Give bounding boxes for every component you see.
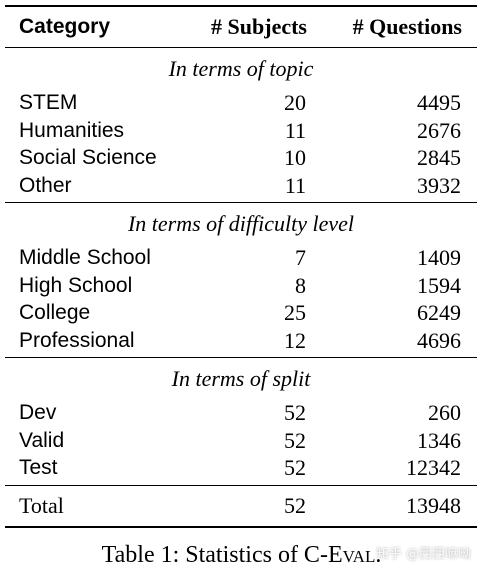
section-title-difficulty: In terms of difficulty level [127, 211, 355, 236]
row-questions: 1409 [417, 245, 461, 270]
row-subjects: 8 [295, 272, 306, 298]
row-category: Humanities [19, 118, 125, 142]
table-row: Professional 12 4696 [5, 327, 477, 355]
row-questions: 3932 [417, 172, 461, 198]
table-row: Dev 52 260 [5, 399, 477, 427]
row-category: College [19, 301, 91, 324]
watermark-text: 知乎 @西西嘛呦 [375, 547, 471, 562]
row-subjects: 7 [295, 245, 306, 270]
row-category: STEM [19, 91, 78, 114]
row-subjects: 11 [284, 117, 306, 143]
row-questions: 1346 [417, 427, 461, 453]
row-questions: 12342 [406, 455, 461, 480]
section-rule [5, 357, 477, 358]
table-row: Test 52 12342 [5, 454, 477, 482]
row-questions: 4696 [417, 327, 461, 353]
total-label: Total [19, 492, 64, 518]
row-questions: 6249 [417, 300, 461, 325]
statistics-table: Category # Subjects # Questions In terms… [5, 5, 477, 528]
row-subjects: 52 [284, 427, 306, 453]
section-title-split: In terms of split [171, 366, 311, 391]
header-rule [5, 47, 477, 48]
row-category: Dev [19, 401, 57, 424]
row-subjects: 52 [284, 455, 306, 480]
section-rule [5, 202, 477, 203]
caption-suffix: . [375, 542, 382, 568]
table-row: Middle School 7 1409 [5, 244, 477, 272]
row-subjects: 10 [284, 145, 306, 170]
row-questions: 1594 [417, 272, 461, 298]
row-category: Other [19, 173, 72, 197]
total-questions: 13948 [406, 492, 461, 518]
total-subjects: 52 [284, 492, 306, 518]
row-category: Test [19, 456, 58, 479]
row-subjects: 25 [284, 300, 306, 325]
section-title-topic: In terms of topic [168, 56, 314, 81]
bottom-rule [5, 525, 477, 528]
total-rule [5, 484, 477, 486]
table-row: Other 11 3932 [5, 172, 477, 200]
table-row: College 25 6249 [5, 299, 477, 327]
row-questions: 260 [428, 400, 461, 425]
row-subjects: 12 [284, 327, 306, 353]
caption-name: Eval [327, 542, 376, 568]
section-difficulty-rows: Middle School 7 1409 High School 8 1594 … [5, 244, 477, 357]
row-subjects: 52 [284, 400, 306, 425]
table-header-row: Category # Subjects # Questions [5, 7, 477, 47]
row-subjects: 11 [284, 172, 306, 198]
section-topic-rows: STEM 20 4495 Humanities 11 2676 Social S… [5, 89, 477, 202]
row-subjects: 20 [284, 90, 306, 115]
table-row: STEM 20 4495 [5, 89, 477, 117]
row-questions: 4495 [417, 90, 461, 115]
row-category: Valid [19, 428, 65, 452]
row-category: High School [19, 273, 133, 297]
row-questions: 2676 [417, 117, 461, 143]
table-row: High School 8 1594 [5, 272, 477, 300]
header-questions: # Questions [352, 14, 462, 39]
header-subjects: # Subjects [211, 14, 307, 39]
section-split-rows: Dev 52 260 Valid 52 1346 Test 52 12342 [5, 399, 477, 485]
row-category: Professional [19, 328, 135, 352]
header-category: Category [19, 15, 111, 38]
row-category: Social Science [19, 146, 157, 169]
row-questions: 2845 [417, 145, 461, 170]
table-caption: Table 1: Statistics of C-Eval. [0, 540, 483, 570]
caption-prefix: Table 1: Statistics of C- [101, 542, 328, 568]
top-rule [5, 5, 477, 7]
row-category: Middle School [19, 246, 151, 269]
table-row: Social Science 10 2845 [5, 144, 477, 172]
table-row: Humanities 11 2676 [5, 117, 477, 145]
table-row: Valid 52 1346 [5, 427, 477, 455]
total-row: Total 52 13948 [5, 486, 477, 526]
